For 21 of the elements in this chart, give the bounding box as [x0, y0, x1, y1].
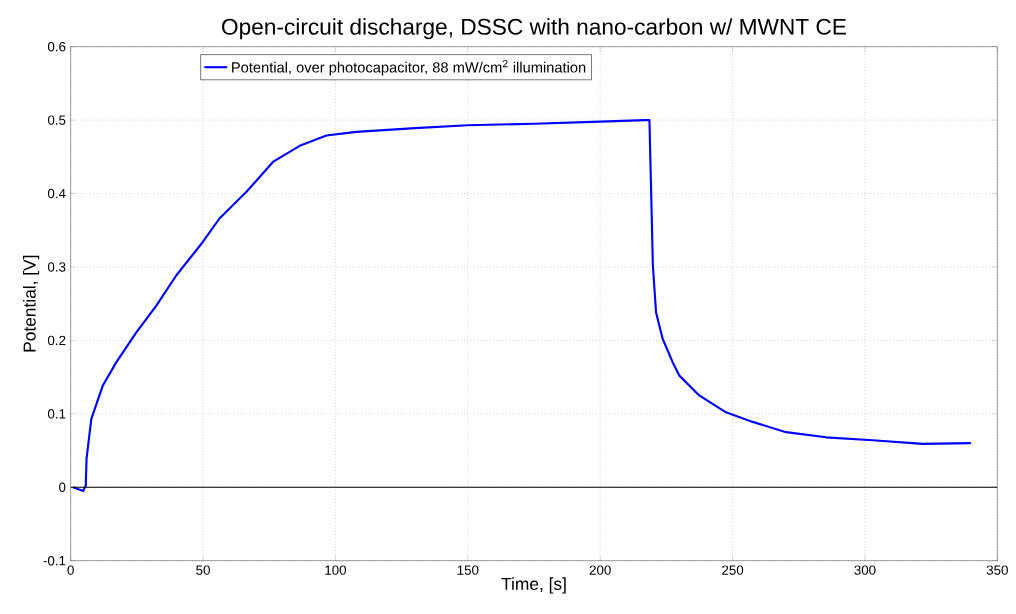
y-tick-label: 0.6 — [47, 41, 66, 52]
x-tick-label: 200 — [589, 565, 611, 575]
y-tick-label: 0.3 — [47, 262, 66, 272]
x-tick-label: 100 — [325, 565, 347, 575]
y-tick-label: -0.1 — [43, 555, 66, 566]
x-tick-label: 50 — [196, 565, 210, 575]
x-tick-label: 350 — [986, 565, 1008, 575]
y-tick-label: 0.2 — [47, 335, 66, 346]
y-tick-label: 0.1 — [47, 409, 66, 419]
y-tick-label: 0 — [59, 482, 66, 492]
line-series — [71, 119, 972, 492]
x-axis-title: Time, [s] — [501, 577, 566, 594]
y-tick-label: 0.5 — [47, 115, 66, 125]
chart-title: Open-circuit discharge, DSSC with nano-carbon w/ MWNT CE — [222, 18, 846, 40]
legend-label: Potential, over photocapacitor, 88 mW/cm$^{2}$ illumination — [232, 59, 586, 76]
x-tick-label: 300 — [854, 565, 876, 575]
x-tick-label: 250 — [722, 565, 744, 575]
y-axis-title: Potential, [V] — [23, 255, 40, 352]
x-tick-label: 0 — [67, 565, 74, 575]
x-tick-label: 150 — [457, 565, 479, 575]
y-tick-label: 0.4 — [47, 188, 66, 199]
